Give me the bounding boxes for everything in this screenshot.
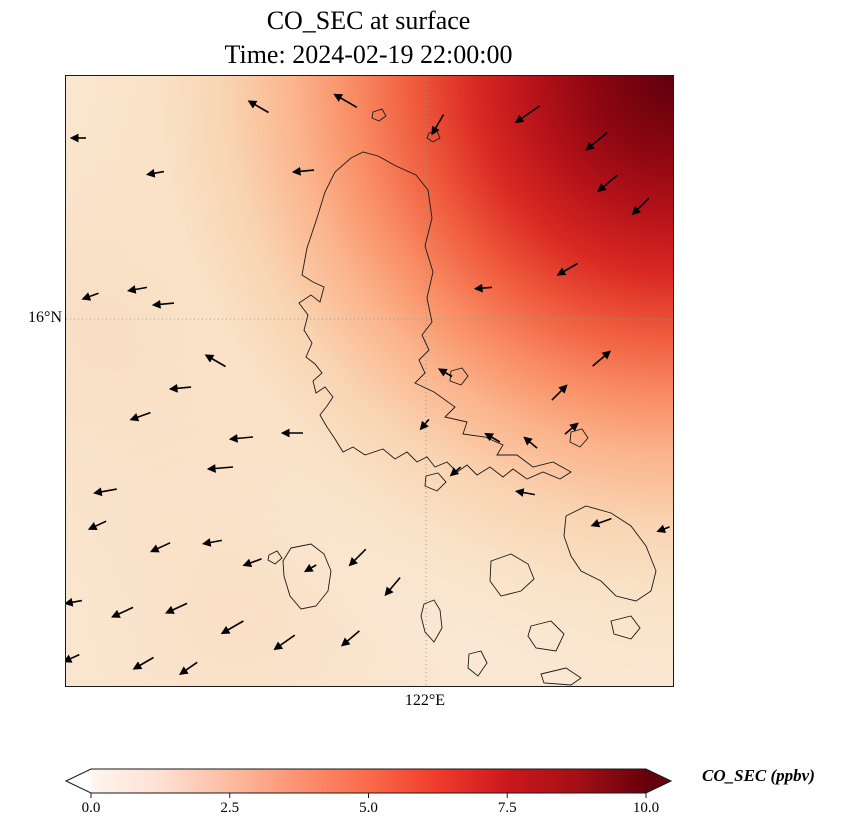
wind-arrow [437, 368, 453, 378]
colorbar-tick-label: 7.5 [497, 800, 517, 816]
coastline-path [267, 550, 283, 565]
wind-arrow [228, 434, 254, 443]
wind-arrow [111, 606, 134, 618]
wind-arrow [132, 656, 154, 670]
wind-arrow [340, 630, 360, 647]
colorbar-tick-label: 5.0 [359, 800, 378, 816]
wind-arrow [145, 168, 165, 178]
wind-arrow [597, 174, 618, 193]
wind-arrow [303, 563, 317, 573]
wind-arrow [66, 653, 80, 663]
wind-arrow [87, 520, 107, 531]
wind-arrow [551, 384, 568, 401]
wind-arrow [431, 114, 445, 136]
wind-arrow [564, 422, 579, 435]
coastline-path [298, 151, 572, 480]
wind-arrow [514, 488, 536, 497]
plot-title-line1: CO_SEC at surface [266, 6, 471, 35]
map-canvas [66, 76, 673, 686]
wind-arrow [384, 577, 401, 597]
coastline-path [540, 667, 582, 686]
coastline-path [420, 599, 443, 643]
colorbar-gradient [91, 769, 646, 793]
wind-arrow [126, 285, 148, 294]
xtick-label-122e: 122°E [404, 692, 446, 709]
wind-arrow [201, 538, 223, 547]
coastline-path [527, 620, 565, 652]
wind-arrow [333, 93, 358, 108]
coastline-path [563, 505, 657, 602]
coastline-path [282, 543, 332, 610]
wind-arrow [165, 602, 188, 614]
wind-arrow [273, 634, 296, 651]
colorbar-label: CO_SEC (ppbv) [702, 766, 815, 785]
wind-arrow [178, 661, 198, 675]
wind-arrow [656, 524, 670, 533]
wind-arrow [484, 432, 501, 443]
wind-arrow [129, 411, 151, 422]
wind-arrow [631, 197, 650, 216]
wind-arrow [514, 105, 540, 124]
coastline-path [424, 472, 447, 492]
wind-arrow [348, 548, 367, 567]
wind-arrow [585, 131, 608, 151]
wind-arrow [220, 620, 244, 635]
colorbar-tick-label: 10.0 [632, 800, 660, 816]
wind-arrow [93, 487, 117, 497]
wind-arrow [66, 597, 83, 607]
wind-arrow [242, 558, 262, 567]
wind-arrow [291, 166, 315, 176]
coastline-path [610, 615, 641, 640]
wind-arrow [449, 466, 462, 477]
wind-arrow [81, 292, 99, 301]
colorbar-ticks [90, 793, 647, 798]
colorbar-over-arrow [646, 769, 671, 793]
map-plot-area [65, 75, 674, 687]
plot-title: CO_SEC at surface Time: 2024-02-19 22:00… [65, 4, 672, 72]
coastline-path [371, 108, 387, 122]
coastline-path [467, 650, 488, 677]
coastline-path [489, 553, 535, 597]
colorbar-tick-label: 2.5 [220, 800, 240, 816]
wind-arrow [419, 418, 430, 431]
wind-arrow [149, 542, 171, 553]
wind-arrow [204, 354, 226, 368]
colorbar-tick-label: 0.0 [81, 800, 101, 816]
wind-arrow [523, 436, 538, 449]
colorbar [65, 768, 672, 798]
wind-arrow [590, 517, 612, 528]
coastline-path [569, 428, 589, 448]
colorbar-under-arrow [66, 769, 91, 793]
wind-arrow [151, 299, 175, 309]
wind-arrow [473, 283, 493, 293]
plot-title-line2: Time: 2024-02-19 22:00:00 [224, 40, 513, 69]
ytick-label-16n: 16°N [28, 309, 62, 326]
wind-arrow [556, 262, 578, 276]
coastline-path [449, 367, 469, 386]
wind-quiver [66, 93, 670, 675]
wind-arrow [247, 100, 269, 114]
wind-arrow [592, 350, 612, 367]
wind-arrow [206, 464, 234, 473]
coastlines [267, 108, 657, 686]
wind-arrow [168, 383, 192, 393]
gridlines [66, 76, 673, 686]
